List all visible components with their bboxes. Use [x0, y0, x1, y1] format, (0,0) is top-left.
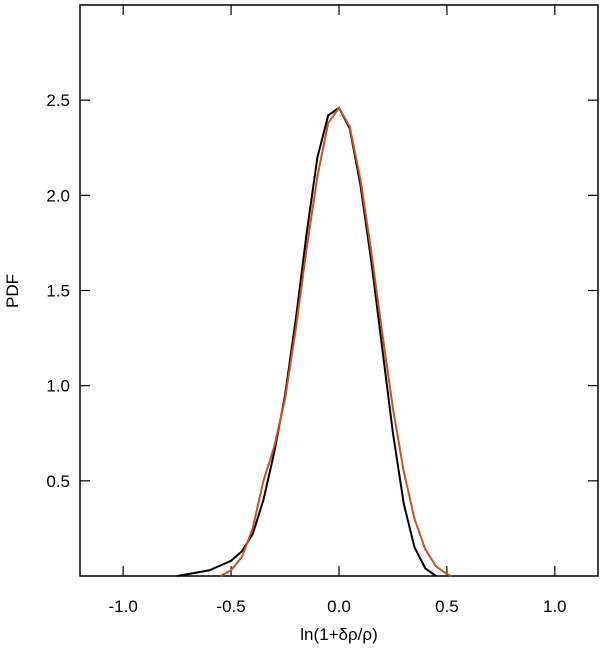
x-tick-label: 0.5 — [435, 597, 459, 616]
plot-frame — [79, 4, 599, 577]
y-tick-label: 0.5 — [46, 472, 70, 491]
x-tick-label: -1.0 — [109, 597, 138, 616]
x-axis-label: ln(1+δρ/ρ) — [300, 625, 377, 644]
y-tick-label: 1.5 — [46, 282, 70, 301]
y-tick-label: 2.0 — [46, 186, 70, 205]
x-tick-label: 0.0 — [327, 597, 351, 616]
series-line — [176, 106, 437, 577]
y-tick-label: 1.0 — [46, 377, 70, 396]
y-axis-label: PDF — [3, 274, 22, 308]
x-tick-label: -0.5 — [216, 597, 245, 616]
series-line — [219, 105, 452, 577]
y-tick-label: 2.5 — [46, 91, 70, 110]
x-tick-label: 1.0 — [543, 597, 567, 616]
